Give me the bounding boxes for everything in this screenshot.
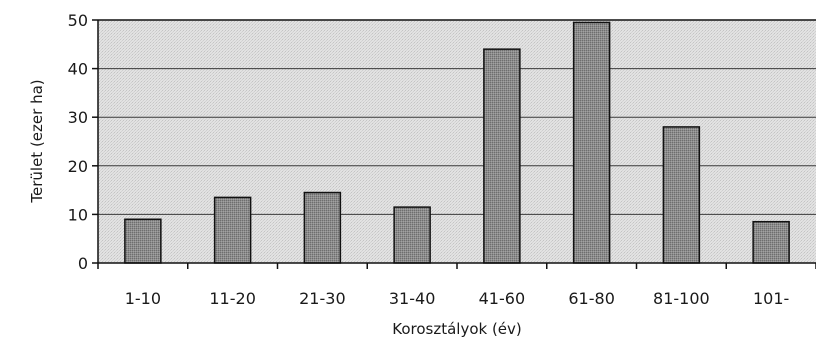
- y-tick-labels: 0 10 20 30 40 50: [68, 11, 88, 273]
- y-axis-title: Terület (ezer ha): [28, 79, 46, 203]
- x-axis-title: Korosztályok (év): [392, 320, 522, 338]
- x-tick-label: 101-: [753, 289, 789, 308]
- x-tick-label: 21-30: [299, 289, 346, 308]
- x-tick-label: 41-60: [479, 289, 526, 308]
- y-tick-label: 40: [68, 60, 88, 79]
- x-tick-label: 11-20: [209, 289, 256, 308]
- y-tick-label: 10: [68, 205, 88, 224]
- bar-11-20: [213, 196, 252, 264]
- bars: [124, 21, 790, 264]
- axes: [92, 19, 816, 269]
- y-tick-label: 50: [68, 11, 88, 30]
- x-tick-label: 31-40: [389, 289, 436, 308]
- y-tick-label: 30: [68, 108, 88, 127]
- y-tick-label: 0: [78, 254, 88, 273]
- bar-41-60: [483, 48, 521, 264]
- bar-81-100: [662, 126, 701, 264]
- bar-31-40: [393, 206, 431, 264]
- x-tick-label: 61-80: [568, 289, 615, 308]
- bar-61-80: [572, 21, 611, 264]
- x-tick-label: 1-10: [125, 289, 161, 308]
- bar-101-: [752, 220, 790, 264]
- x-tick-labels: 1-10 11-20 21-30 31-40 41-60 61-80 81-100 101-: [125, 289, 790, 308]
- x-tick-label: 81-100: [653, 289, 710, 308]
- y-tick-label: 20: [68, 157, 88, 176]
- plot-area: [98, 20, 816, 263]
- bar-1-10: [124, 218, 162, 264]
- bar-21-30: [303, 191, 342, 264]
